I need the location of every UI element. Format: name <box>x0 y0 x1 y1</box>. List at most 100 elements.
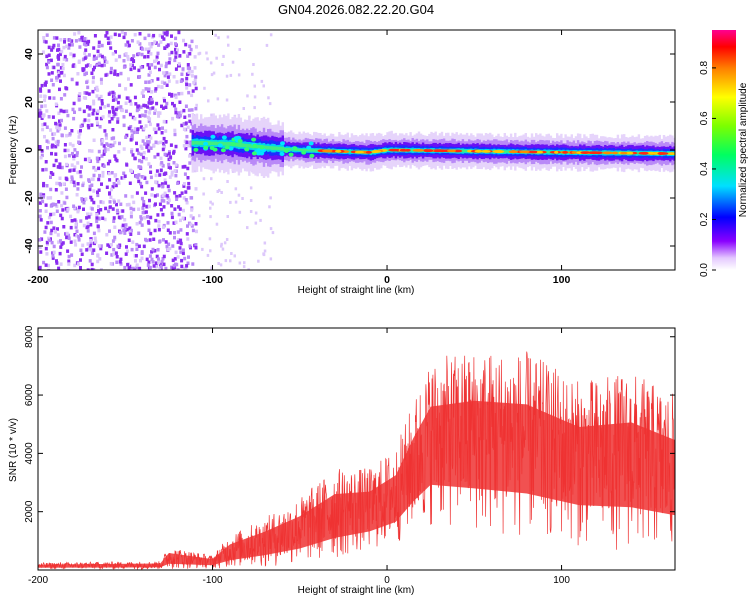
noise-cell <box>142 203 146 207</box>
noise-cell <box>126 262 130 267</box>
noise-cell <box>209 200 212 204</box>
noise-cell <box>139 125 143 129</box>
noise-cell <box>106 36 110 40</box>
noise-cell <box>47 238 51 243</box>
y-tick-label: 20 <box>23 96 35 108</box>
noise-cell <box>57 71 61 75</box>
noise-cell <box>92 200 96 205</box>
noise-cell <box>191 262 195 266</box>
noise-cell <box>90 123 94 127</box>
colorbar-tick-label: 0.2 <box>699 212 710 226</box>
noise-cell <box>260 79 264 83</box>
noise-cell <box>237 193 241 197</box>
signal-cell <box>193 141 197 145</box>
noise-cell <box>184 104 188 108</box>
noise-cell <box>49 212 53 217</box>
noise-cell <box>96 159 100 164</box>
noise-cell <box>92 108 96 113</box>
noise-cell <box>42 260 46 265</box>
signal-peak <box>288 152 294 157</box>
noise-cell <box>50 240 54 245</box>
signal-cell <box>547 151 550 154</box>
noise-cell <box>112 136 116 140</box>
noise-cell <box>179 241 183 246</box>
noise-cell <box>112 182 116 186</box>
noise-cell <box>49 196 53 200</box>
noise-cell <box>103 147 107 151</box>
noise-cell <box>186 224 189 228</box>
noise-cell <box>92 138 96 142</box>
noise-cell <box>90 71 94 75</box>
noise-cell <box>83 157 87 162</box>
noise-cell <box>89 195 93 200</box>
noise-cell <box>96 88 100 92</box>
noise-cell <box>158 173 162 177</box>
signal-cell <box>235 142 238 147</box>
noise-cell <box>109 70 113 75</box>
signal-peak <box>365 151 372 154</box>
noise-cell <box>229 200 232 204</box>
noise-cell <box>161 257 165 261</box>
noise-cell <box>144 124 148 128</box>
noise-cell <box>182 122 186 126</box>
noise-cell <box>95 85 99 90</box>
noise-cell <box>215 222 219 226</box>
x-tick-label: 100 <box>553 274 571 286</box>
noise-cell <box>166 247 170 252</box>
noise-cell <box>216 190 219 193</box>
noise-cell <box>88 244 92 248</box>
noise-cell <box>91 177 95 182</box>
signal-cell <box>348 150 351 153</box>
noise-cell <box>43 135 46 139</box>
noise-cell <box>100 154 104 158</box>
noise-cell <box>102 56 106 60</box>
noise-cell <box>45 54 49 59</box>
noise-cell <box>219 263 223 267</box>
noise-cell <box>220 244 223 248</box>
noise-cell <box>73 154 77 158</box>
noise-cell <box>168 231 172 235</box>
noise-cell <box>174 163 178 167</box>
noise-cell <box>182 208 185 213</box>
noise-cell <box>44 80 48 84</box>
noise-cell <box>120 176 124 180</box>
noise-cell <box>191 228 195 233</box>
noise-cell <box>95 219 99 224</box>
noise-cell <box>161 147 165 152</box>
signal-cell <box>281 146 284 151</box>
noise-cell <box>161 106 165 110</box>
noise-cell <box>156 141 160 145</box>
noise-cell <box>269 196 272 200</box>
noise-cell <box>187 181 191 186</box>
noise-cell <box>166 221 170 225</box>
noise-cell <box>158 67 161 72</box>
noise-cell <box>157 127 161 131</box>
noise-cell <box>76 187 80 191</box>
noise-cell <box>188 119 192 124</box>
noise-cell <box>183 165 187 169</box>
noise-cell <box>172 161 176 165</box>
noise-cell <box>61 208 65 212</box>
noise-cell <box>49 58 53 63</box>
noise-cell <box>38 245 42 249</box>
noise-cell <box>174 173 178 178</box>
noise-cell <box>91 89 95 94</box>
noise-cell <box>142 103 146 108</box>
noise-cell <box>143 142 147 146</box>
noise-cell <box>109 66 113 71</box>
noise-cell <box>79 129 82 133</box>
noise-cell <box>145 145 149 149</box>
noise-cell <box>174 42 177 46</box>
noise-cell <box>177 62 181 66</box>
noise-cell <box>77 98 81 102</box>
signal-peak <box>562 151 568 154</box>
noise-cell <box>124 135 128 139</box>
noise-cell <box>86 268 90 270</box>
noise-cell <box>164 120 168 124</box>
noise-cell <box>157 260 161 265</box>
noise-cell <box>85 216 89 220</box>
noise-cell <box>111 98 115 102</box>
noise-cell <box>101 139 105 143</box>
noise-cell <box>57 200 61 204</box>
y-tick-label: -40 <box>23 238 35 253</box>
